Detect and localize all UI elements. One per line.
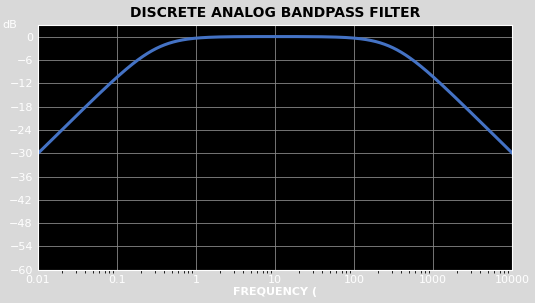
X-axis label: FREQUENCY (: FREQUENCY ( bbox=[233, 288, 317, 298]
Y-axis label: dB: dB bbox=[2, 20, 17, 30]
Title: DISCRETE ANALOG BANDPASS FILTER: DISCRETE ANALOG BANDPASS FILTER bbox=[129, 5, 420, 20]
